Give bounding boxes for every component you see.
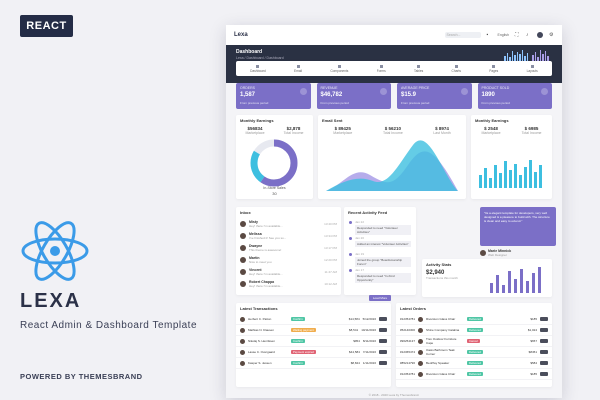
edit-button[interactable] [379,339,387,343]
tab-email[interactable]: Email [294,64,302,73]
gear-icon[interactable]: ⚙ [549,31,554,38]
activity-item: Jan 17 Responded to need "In-Kind Opportu… [344,266,416,283]
avatar [480,250,486,256]
tab-charts[interactable]: Charts [452,64,461,73]
edit-button[interactable] [540,361,548,365]
activity-item: Jan 20 Added an interest "Volunteer Activ… [344,234,416,250]
product-tagline: React Admin & Dashboard Template [20,320,198,331]
monthly-earnings-bars-card: Monthly Earnings $ 2548 Marketplace $ 698… [471,115,552,199]
breadcrumb: Lexa / Dashboard / Dashboard [236,56,284,60]
revenue-mini-chart [532,49,549,61]
react-badge: REACT [20,15,73,37]
avatar [240,269,246,275]
edit-button[interactable] [379,361,387,365]
area-chart [326,140,458,191]
avatar [240,245,246,251]
product-name: LEXA [20,290,82,312]
page-title: Dashboard [236,49,263,55]
table-row[interactable]: Lasse C. Overgaard Payment expired $44,584… [236,347,391,358]
avatar [240,233,246,239]
edit-button[interactable] [379,350,387,354]
donut-value: 30 [272,191,277,196]
testimonial-author: Marie Minnick Web Designer [480,249,511,257]
activity-feed-card: Recent Activity Feed Jan 22 Responded to … [344,207,416,301]
edit-button[interactable] [540,372,548,376]
tab-layouts[interactable]: Layouts [527,64,538,73]
edit-button[interactable] [379,328,387,332]
table-row[interactable]: Kasper S. Jessen Confirm $8,844 1/11/2016 [236,358,391,369]
stat-card-average-price: AVERAGE PRICE $15.9 From previous period [397,83,472,109]
table-row[interactable]: #52140300 Shine Company Catalina Delivered… [396,325,552,336]
load-more-button[interactable]: Load More [368,295,392,301]
transactions-card: Latest Transactions Herbert C. Patton Con… [236,303,391,387]
list-item[interactable]: Robert Chappa Hey! there I'm available...… [236,278,341,290]
activity-bars [490,267,541,293]
language-select[interactable]: English [497,33,509,37]
tab-forms[interactable]: Forms [377,64,386,73]
tab-components[interactable]: Components [330,64,348,73]
list-item[interactable]: Martin Nice to meet you 12:20 PM [236,254,341,266]
nav-tabs: Dashboard Email Components Forms Tables … [236,61,552,76]
table-row[interactable]: #85214796 BeoPlay Speaker Delivered $584 [396,358,552,369]
edit-button[interactable] [379,317,387,321]
sales-mini-chart [504,49,528,61]
monthly-earnings-card: Monthly Earnings $56834 Marketplace $2,87… [236,115,313,199]
stat-card-revenue: REVENUE $46,782 From previous period [316,83,391,109]
stat-card-orders: ORDERS 1,587 From previous period [236,83,311,109]
search-input[interactable]: Search... [444,32,481,38]
email-sent-card: Email Sent $ 89425 Marketplace $ 56210 Tot… [318,115,466,199]
react-logo-icon [20,220,90,287]
fullscreen-icon[interactable]: ⛶ [515,31,519,38]
table-row[interactable]: Nikolaj S. Henriksen Confirm $954 8/11/2016 [236,336,391,347]
footer: © 2018 - 2020 Lexa by Themesbrand. [368,393,420,397]
activity-item: Jan 22 Responded to need "Volunteer Activ… [344,218,416,235]
flag-icon[interactable]: ▪ [486,31,489,38]
edit-button[interactable] [540,339,548,343]
edit-button[interactable] [540,350,548,354]
orders-card: Latest Orders #12354781 Riverston Glass C… [396,303,552,387]
activity-stats-card: Activity Stats $2,940 Transactions this … [422,259,552,297]
avatar [240,281,246,287]
table-row[interactable]: #12354781 Riverston Glass Chair Delivered $… [396,314,552,325]
avatar [240,221,246,227]
powered-by: POWERED BY THEMESBRAND [20,372,143,381]
tab-dashboard[interactable]: Dashboard [250,64,266,73]
topbar: Lexa Search... ▪ English ⛶ ♪ ⚙ [226,25,562,45]
table-row[interactable]: #12365474 Oasis Bathroom Teak Corner Deliv… [396,347,552,358]
bell-icon[interactable]: ♪ [526,31,529,38]
list-item[interactable]: Misty Hey! there I'm available... 13:40 PM [236,218,341,230]
table-row[interactable]: Mathias N. Klausen Waiting payment $8,541 1… [236,325,391,336]
stat-cards: ORDERS 1,587 From previous period REVENUE $… [236,83,552,109]
bar-chart [479,160,542,188]
donut-label: In-Store Sales [263,186,286,190]
edit-button[interactable] [540,317,548,321]
edit-button[interactable] [540,328,548,332]
table-row[interactable]: #12354781 Riverston Glass Chair Delivered $… [396,369,552,380]
list-item[interactable]: Vincent Hey! there I'm available... 11:47 … [236,266,341,278]
activity-item: Jan 19 Joined the group "Boardsmanship Fo… [344,250,416,267]
stat-card-product-sold: PRODUCT SOLD 1890 From previous period [477,83,552,109]
table-row[interactable]: Herbert C. Patton Confirm $14,584 5/12/2016 [236,314,391,325]
tab-tables[interactable]: Tables [414,64,423,73]
avatar[interactable] [537,32,543,38]
inbox-card: Inbox Misty Hey! there I'm available... 13… [236,207,341,295]
coins-icon [380,88,387,95]
briefcase-icon [541,88,548,95]
table-row[interactable]: #96254137 Trex Outdoor Furniture Cape Canc… [396,336,552,347]
testimonial-card: "Its a elegant template for developers, … [480,207,556,246]
list-item[interactable]: Dwayne This theme is awesome! 13:17 PM [236,242,341,254]
donut-chart [250,139,298,187]
tab-pages[interactable]: Pages [489,64,498,73]
dashboard-preview: Lexa Search... ▪ English ⛶ ♪ ⚙ Dashboard… [226,25,562,398]
avatar [240,257,246,263]
cube-icon [299,88,307,95]
list-item[interactable]: Melissa I've finished it! See you so... 13… [236,230,341,242]
dashboard-brand[interactable]: Lexa [234,32,248,38]
tag-icon [460,88,468,95]
